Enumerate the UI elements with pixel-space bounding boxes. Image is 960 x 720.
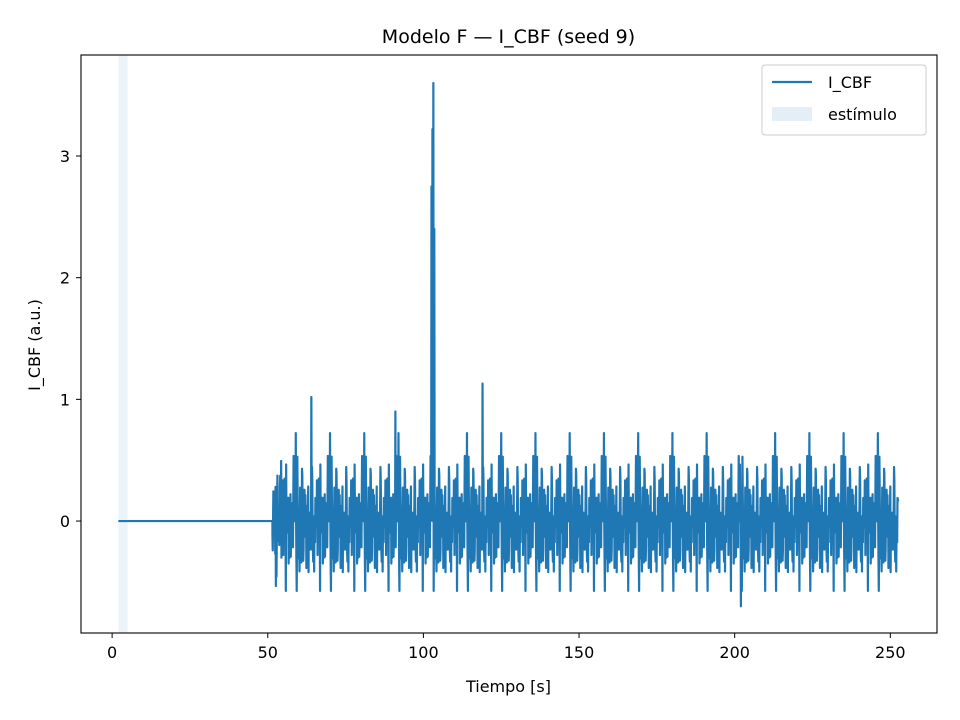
y-tick-label: 3 (60, 147, 70, 166)
legend: I_CBF estímulo (761, 64, 927, 136)
chart-title: Modelo F — I_CBF (seed 9) (382, 26, 635, 48)
legend-patch-icon (772, 107, 812, 121)
x-tick-label: 250 (875, 643, 906, 662)
x-tick-label: 150 (564, 643, 595, 662)
axes: 0 50 100 150 200 250 0 1 2 3 (60, 54, 938, 662)
x-tick-label: 0 (107, 643, 117, 662)
x-tick-label: 100 (408, 643, 439, 662)
x-tick-label: 50 (258, 643, 278, 662)
series-line-i-cbf (118, 81, 900, 608)
legend-label-series: I_CBF (828, 73, 872, 93)
x-axis-label: Tiempo [s] (465, 677, 551, 696)
y-tick-label: 0 (60, 512, 70, 531)
y-tick-label: 2 (60, 269, 70, 288)
plot-area (118, 55, 900, 633)
x-tick-label: 200 (719, 643, 750, 662)
legend-label-stimulus: estímulo (828, 105, 897, 124)
y-tick-label: 1 (60, 390, 70, 409)
axes-frame (80, 54, 938, 634)
plot-content (118, 55, 900, 633)
y-axis-label: I_CBF (a.u.) (25, 299, 45, 391)
stimulus-span (118, 55, 128, 633)
